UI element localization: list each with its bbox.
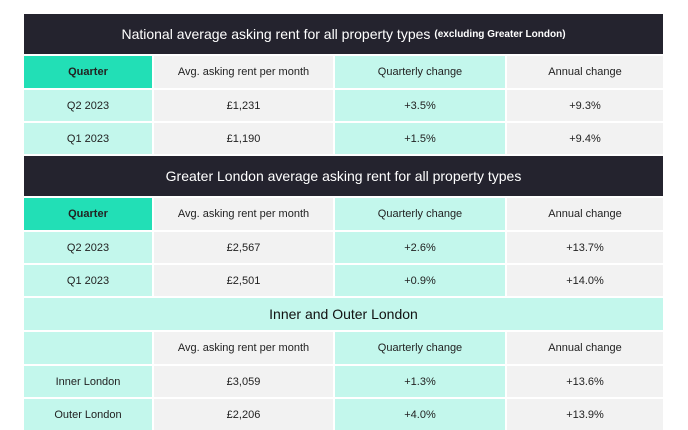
cell-quarterly-change: +1.5% <box>335 123 507 154</box>
table-row: Q2 2023 £1,231 +3.5% +9.3% <box>24 88 663 121</box>
table-header-row: Avg. asking rent per month Quarterly cha… <box>24 330 663 364</box>
cell-quarter: Q2 2023 <box>24 232 154 263</box>
header-annual-change: Annual change <box>507 56 663 88</box>
section-title-inner-outer-london: Inner and Outer London <box>24 298 663 330</box>
header-quarterly-change: Quarterly change <box>335 332 507 364</box>
cell-avg-rent: £1,231 <box>154 90 335 121</box>
section-title-suffix: (excluding Greater London) <box>434 28 566 40</box>
cell-annual-change: +13.9% <box>507 399 663 430</box>
section-title-text: Greater London average asking rent for a… <box>165 168 522 184</box>
cell-annual-change: +13.7% <box>507 232 663 263</box>
cell-quarterly-change: +1.3% <box>335 366 507 397</box>
cell-quarter: Q1 2023 <box>24 265 154 296</box>
header-quarter: Quarter <box>24 56 154 88</box>
header-area <box>24 332 154 364</box>
cell-avg-rent: £2,567 <box>154 232 335 263</box>
table-header-row: Quarter Avg. asking rent per month Quart… <box>24 54 663 88</box>
cell-annual-change: +9.3% <box>507 90 663 121</box>
header-quarterly-change: Quarterly change <box>335 198 507 230</box>
section-title-text: National average asking rent for all pro… <box>121 26 431 42</box>
table-row: Outer London £2,206 +4.0% +13.9% <box>24 397 663 430</box>
cell-avg-rent: £3,059 <box>154 366 335 397</box>
table-row: Q2 2023 £2,567 +2.6% +13.7% <box>24 230 663 263</box>
cell-quarterly-change: +3.5% <box>335 90 507 121</box>
table-row: Q1 2023 £2,501 +0.9% +14.0% <box>24 263 663 296</box>
cell-annual-change: +14.0% <box>507 265 663 296</box>
cell-area: Inner London <box>24 366 154 397</box>
rent-tables: National average asking rent for all pro… <box>24 14 663 430</box>
header-avg-rent: Avg. asking rent per month <box>154 56 335 88</box>
section-title-greater-london: Greater London average asking rent for a… <box>24 156 663 196</box>
table-row: Q1 2023 £1,190 +1.5% +9.4% <box>24 121 663 154</box>
cell-annual-change: +9.4% <box>507 123 663 154</box>
cell-area: Outer London <box>24 399 154 430</box>
cell-quarter: Q1 2023 <box>24 123 154 154</box>
cell-avg-rent: £1,190 <box>154 123 335 154</box>
cell-annual-change: +13.6% <box>507 366 663 397</box>
cell-avg-rent: £2,206 <box>154 399 335 430</box>
header-avg-rent: Avg. asking rent per month <box>154 332 335 364</box>
cell-quarterly-change: +2.6% <box>335 232 507 263</box>
header-annual-change: Annual change <box>507 198 663 230</box>
section-title-text: Inner and Outer London <box>269 306 418 322</box>
cell-quarterly-change: +0.9% <box>335 265 507 296</box>
header-quarterly-change: Quarterly change <box>335 56 507 88</box>
cell-quarterly-change: +4.0% <box>335 399 507 430</box>
header-annual-change: Annual change <box>507 332 663 364</box>
header-quarter: Quarter <box>24 198 154 230</box>
section-title-national: National average asking rent for all pro… <box>24 14 663 54</box>
table-row: Inner London £3,059 +1.3% +13.6% <box>24 364 663 397</box>
table-header-row: Quarter Avg. asking rent per month Quart… <box>24 196 663 230</box>
header-avg-rent: Avg. asking rent per month <box>154 198 335 230</box>
cell-quarter: Q2 2023 <box>24 90 154 121</box>
cell-avg-rent: £2,501 <box>154 265 335 296</box>
